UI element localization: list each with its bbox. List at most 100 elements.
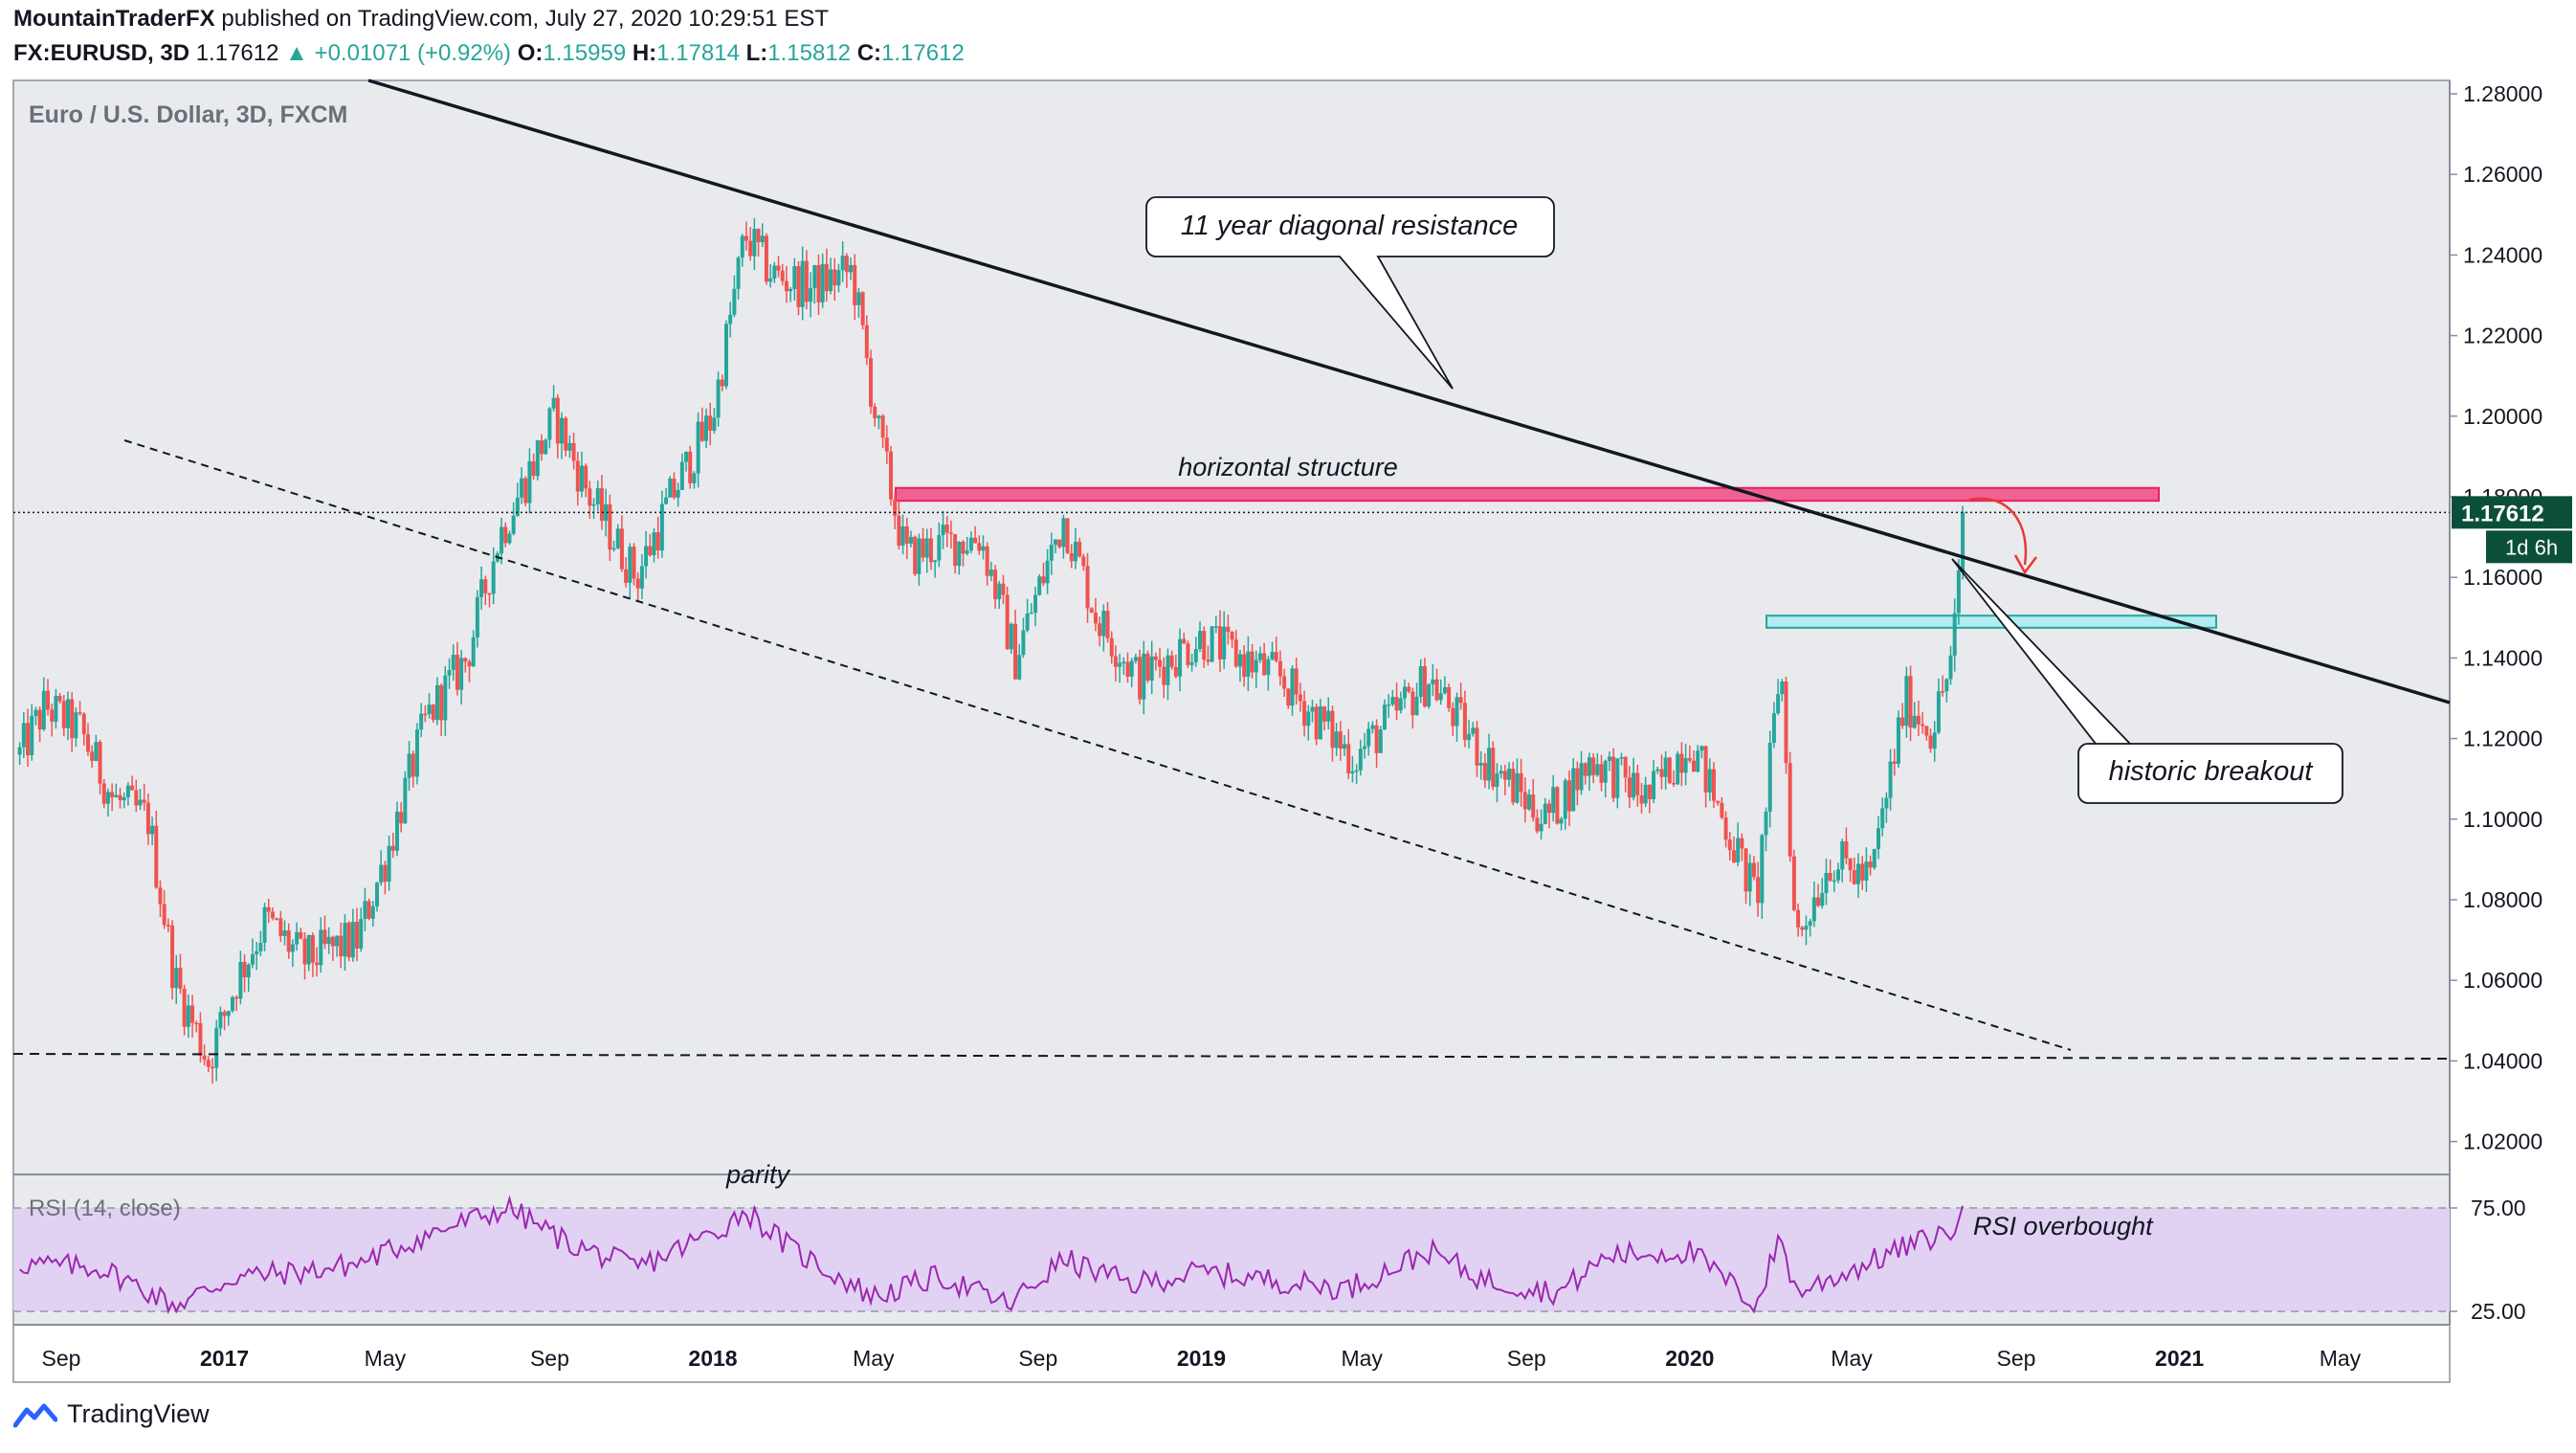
candle-body xyxy=(1563,780,1567,819)
candle-body xyxy=(853,264,857,305)
candle-body xyxy=(37,709,42,730)
rsi-tick-label: 25.00 xyxy=(2471,1299,2526,1324)
candle-body xyxy=(1607,756,1611,761)
candle-body xyxy=(246,964,251,978)
trendlines-layer xyxy=(12,78,2451,1060)
candle-body xyxy=(500,526,504,554)
candle-body xyxy=(944,525,949,533)
candle-body xyxy=(948,532,953,535)
candle-body xyxy=(1262,653,1267,676)
candle-body xyxy=(1546,803,1551,814)
candle-body xyxy=(1860,863,1865,881)
candle-body xyxy=(1370,725,1375,729)
candle-body xyxy=(1326,710,1331,722)
lower-channel-line[interactable] xyxy=(123,439,2072,1051)
candle-body xyxy=(1652,771,1656,799)
candle-body xyxy=(880,415,885,438)
symbol-label[interactable]: FX:EURUSD, 3D xyxy=(13,40,190,66)
candle-body xyxy=(1916,715,1921,725)
candle-body xyxy=(1539,823,1543,832)
candle-body xyxy=(1129,660,1134,677)
candle-body xyxy=(1566,780,1571,812)
candle-body xyxy=(1438,693,1443,701)
candle-body xyxy=(222,1012,227,1017)
candle-body xyxy=(965,550,969,554)
rsi-line[interactable] xyxy=(19,1195,1965,1315)
candle-body xyxy=(50,709,55,722)
candle-body xyxy=(1515,772,1520,803)
candle-body xyxy=(684,451,689,462)
footer-brand[interactable]: TradingView xyxy=(67,1399,210,1428)
candle-body xyxy=(355,922,360,950)
candle-body xyxy=(1519,772,1523,793)
candle-body xyxy=(668,478,673,498)
candle-body xyxy=(1832,880,1836,883)
candle-body xyxy=(1672,782,1677,785)
support-zone[interactable] xyxy=(1765,615,2217,629)
candle-body xyxy=(1776,694,1781,714)
chart-frame xyxy=(12,79,2451,1383)
candle-body xyxy=(1771,713,1776,744)
tradingview-logo-icon[interactable] xyxy=(13,1400,57,1429)
candle-body xyxy=(644,546,649,567)
candle-body xyxy=(182,989,187,1027)
candle-body xyxy=(1318,705,1322,740)
x-tick-label: Sep xyxy=(530,1346,569,1371)
diagonal-resistance-line[interactable] xyxy=(367,78,2451,704)
candle-body xyxy=(1824,873,1829,893)
candle-body xyxy=(1816,897,1821,906)
low-value: 1.15812 xyxy=(767,40,852,66)
candle-body xyxy=(1033,594,1038,613)
axes-layer: 1.280001.260001.240001.220001.200001.180… xyxy=(42,81,2572,1371)
candle-body xyxy=(1093,612,1098,624)
callout-diagonal-resistance[interactable] xyxy=(1145,196,1555,390)
candle-body xyxy=(1888,761,1893,798)
candle-body xyxy=(1237,654,1242,667)
candle-body xyxy=(1089,608,1094,613)
callout-historic-breakout[interactable] xyxy=(1951,558,2343,804)
candle-body xyxy=(1029,612,1033,615)
candle-body xyxy=(953,534,958,567)
candle-body xyxy=(977,543,982,551)
candle-body xyxy=(1077,541,1082,557)
candle-body xyxy=(74,712,78,739)
author-name[interactable]: MountainTraderFX xyxy=(13,6,215,32)
candle-body xyxy=(1676,753,1680,785)
candle-body xyxy=(540,440,544,455)
candle-body xyxy=(1687,758,1692,761)
candle-body xyxy=(1061,518,1066,548)
candle-body xyxy=(551,397,556,409)
candle-body xyxy=(728,314,733,324)
candle-body xyxy=(1643,784,1648,804)
close-label: C: xyxy=(856,40,882,66)
candle-body xyxy=(278,918,283,936)
candle-body xyxy=(1941,691,1945,693)
candle-body xyxy=(1125,661,1130,677)
resistance-zone[interactable] xyxy=(895,486,2160,503)
candle-body xyxy=(812,264,817,289)
candle-body xyxy=(286,930,291,952)
low-label: L: xyxy=(745,40,768,66)
candle-body xyxy=(712,417,717,432)
candle-body xyxy=(1149,656,1154,681)
candle-body xyxy=(1635,772,1640,795)
candle-body xyxy=(1511,769,1516,803)
last-price-badge[interactable] xyxy=(2452,496,2572,529)
zones-layer xyxy=(895,486,2217,629)
candle-body xyxy=(447,669,452,676)
candle-body xyxy=(114,794,119,797)
candle-body xyxy=(1591,757,1596,775)
candle-body xyxy=(1948,655,1953,680)
candle-body xyxy=(270,911,275,919)
footer: TradingView xyxy=(13,1399,210,1429)
rsi-line-layer xyxy=(19,1195,1965,1315)
candle-body xyxy=(1431,679,1435,684)
candle-body xyxy=(1740,838,1744,849)
candle-body xyxy=(1414,696,1419,716)
candle-body xyxy=(1475,727,1479,766)
candle-body xyxy=(1696,750,1700,772)
candle-body xyxy=(190,1005,195,1023)
open-value: 1.15959 xyxy=(543,40,627,66)
candle-body xyxy=(26,723,31,756)
